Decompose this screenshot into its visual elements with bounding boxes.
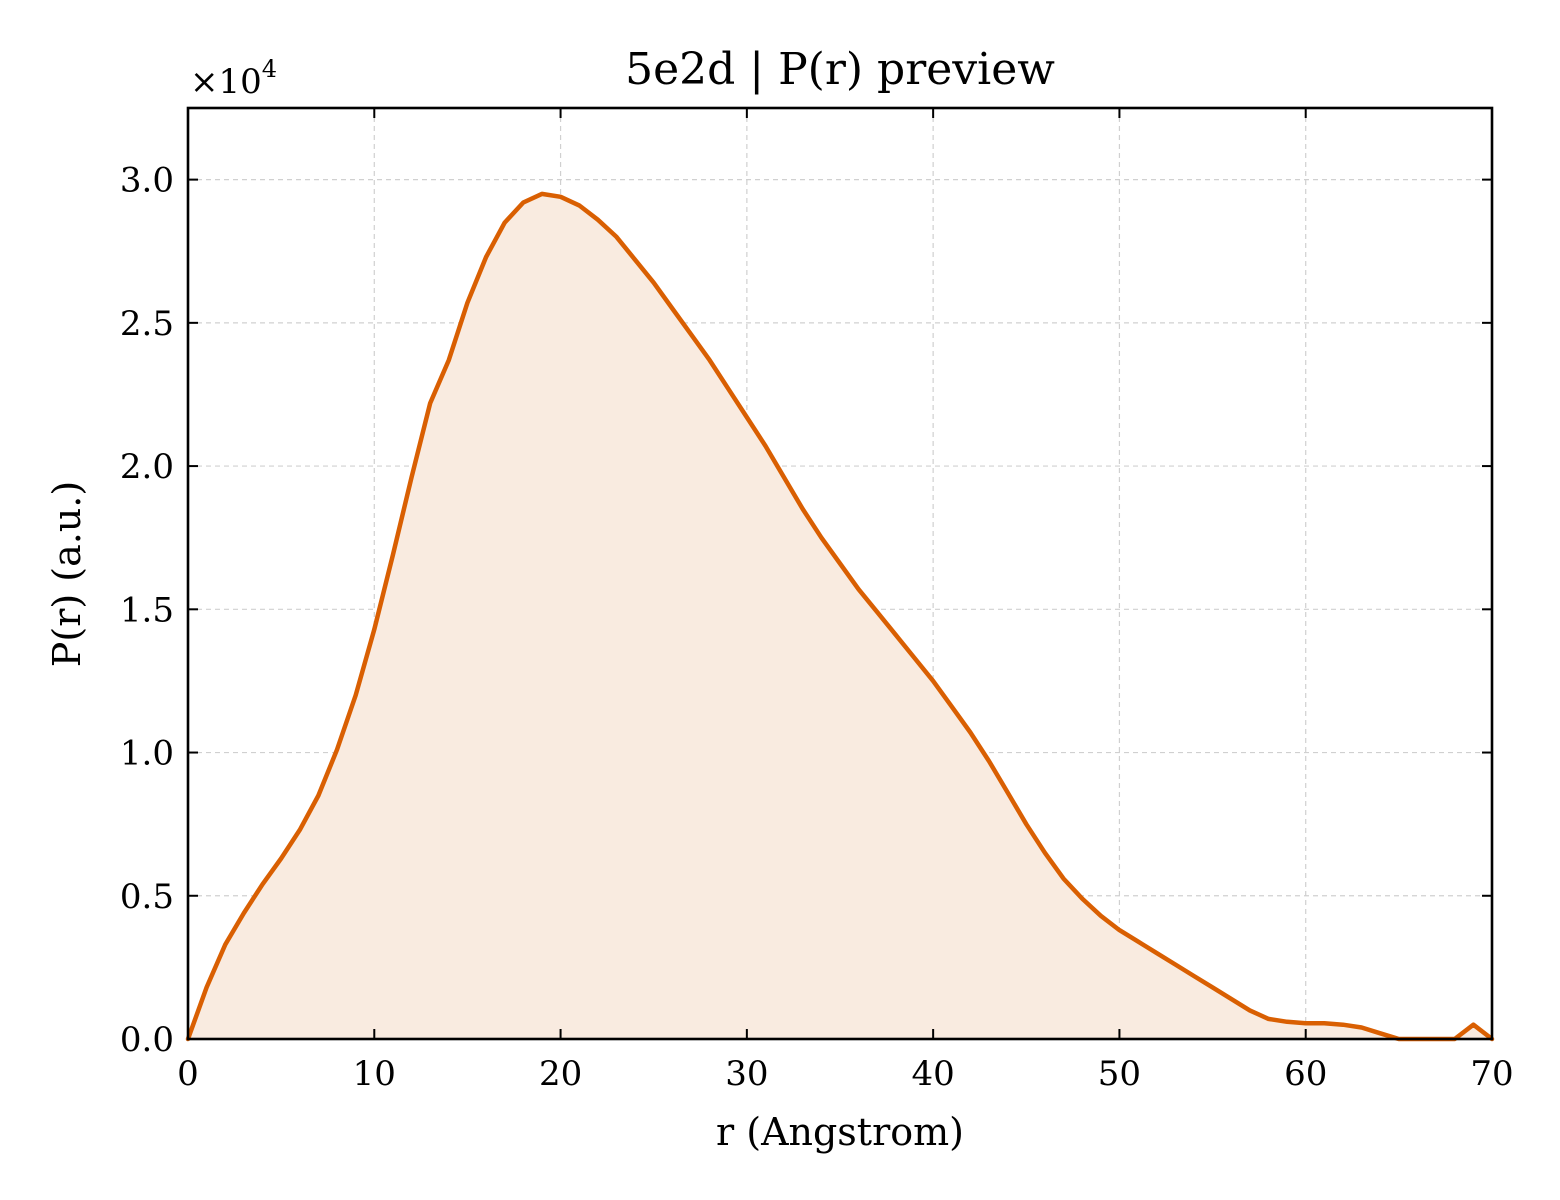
pr-area-fill: [188, 193, 1492, 1039]
x-tick-label-50: 50: [1098, 1054, 1141, 1094]
y-multiplier-base: ×10: [190, 62, 262, 102]
y-tick-label-0.5: 0.5: [120, 877, 174, 917]
y-tick-label-2.0: 2.0: [120, 447, 174, 487]
y-tick-label-3.0: 3.0: [120, 161, 174, 201]
plot-frame: [186, 106, 1494, 1041]
x-axis-label: r (Angstrom): [716, 1110, 964, 1154]
y-tick-label-1.5: 1.5: [120, 590, 174, 630]
x-tick-label-10: 10: [353, 1054, 396, 1094]
chart-title: 5e2d | P(r) preview: [625, 44, 1055, 95]
y-axis-label: P(r) (a.u.): [45, 481, 89, 667]
y-tick-label-1.0: 1.0: [120, 734, 174, 774]
x-tick-label-0: 0: [177, 1054, 199, 1094]
x-tick-label-70: 70: [1470, 1054, 1513, 1094]
y-multiplier-exponent: 4: [262, 55, 277, 83]
x-tick-label-60: 60: [1284, 1054, 1327, 1094]
y-tick-label-0.0: 0.0: [120, 1020, 174, 1060]
x-tick-label-20: 20: [539, 1054, 582, 1094]
pr-line: [185, 191, 1495, 1042]
y-multiplier: ×104: [190, 55, 277, 102]
x-tick-label-40: 40: [912, 1054, 955, 1094]
y-tick-label-2.5: 2.5: [120, 304, 174, 344]
x-tick-label-30: 30: [725, 1054, 768, 1094]
plot-area: [185, 191, 1495, 1042]
ticks: 0 10 20 30 40 50 60 70 0.0 0.5 1.0 1.5 2.0 2.5 3.0: [120, 108, 1514, 1094]
